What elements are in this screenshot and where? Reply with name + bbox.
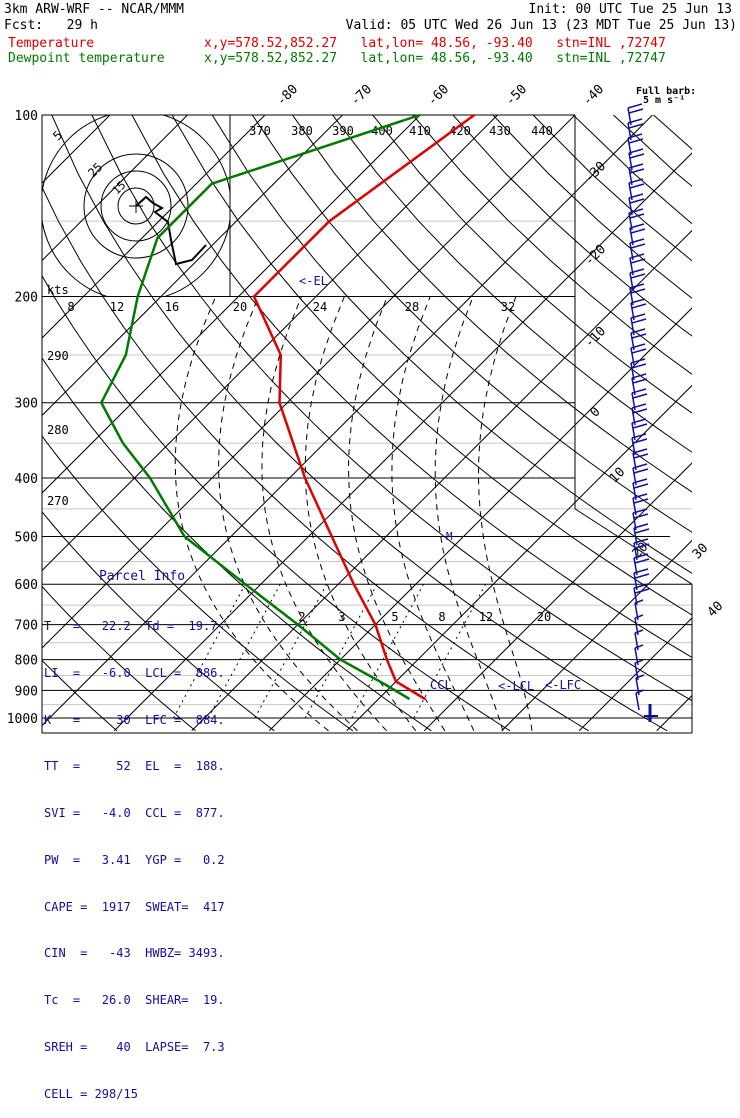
parcel-info-row: CAPE = 1917 SWEAT= 417 (44, 900, 240, 916)
isotherm-line (269, 115, 740, 731)
parcel-info-row: TT = 52 EL = 188. (44, 759, 240, 775)
isotherm-label: -10 (582, 324, 609, 351)
moist-adiabat-line (392, 297, 474, 731)
barb-legend-units: 5 m s⁻¹ (643, 95, 685, 106)
hodograph-speed-label: 28 (405, 300, 419, 314)
hodograph-speed-label: 16 (165, 300, 179, 314)
theta-label: 440 (531, 124, 553, 138)
pressure-label: 900 (15, 684, 38, 699)
theta-label: 410 (409, 124, 431, 138)
dry-adiabat-line (654, 115, 740, 731)
el-annotation: <-EL (299, 274, 328, 288)
isotherm-line (424, 115, 740, 731)
parcel-info-title: Parcel Info (44, 569, 240, 585)
isotherm-label: -40 (580, 82, 607, 109)
theta-label: 390 (332, 124, 354, 138)
m-annotation: M (446, 530, 453, 543)
hodograph-units-label: kts (47, 283, 69, 297)
hodograph-speed-label: 8 (67, 300, 74, 314)
theta-left-label: 280 (47, 423, 69, 437)
mixing-ratio-line (255, 584, 327, 718)
parcel-info-row: Tc = 26.0 SHEAR= 19. (44, 993, 240, 1009)
wind-barb-flag (630, 154, 644, 158)
isotherm-label: 30 (690, 541, 712, 563)
isotherm-line (734, 115, 740, 731)
parcel-info-row: CELL = 298/15 (44, 1087, 240, 1103)
wind-barb-flag (634, 524, 648, 528)
theta-label: 370 (249, 124, 271, 138)
dry-adiabat-line (573, 115, 740, 731)
wind-barb-flag (631, 299, 645, 303)
mixing-ratio-line (305, 584, 377, 718)
parcel-info-row: PW = 3.41 YGP = 0.2 (44, 853, 240, 869)
moist-adiabat-line (349, 297, 445, 731)
parcel-info-row: SREH = 40 LAPSE= 7.3 (44, 1040, 240, 1056)
pressure-label: 600 (15, 578, 38, 593)
pressure-label: 800 (15, 654, 38, 669)
isotherm-label: -60 (425, 82, 452, 109)
hodograph-speed-label: 12 (110, 300, 124, 314)
dry-adiabat-line (333, 115, 740, 731)
wind-barb-flag (630, 224, 644, 228)
mixing-ratio-label: 3 (338, 610, 345, 624)
moist-adiabat-line (435, 297, 503, 731)
mixing-ratio-label: 2 (298, 610, 305, 624)
wind-barb-flag (629, 149, 643, 153)
dry-adiabat-line (373, 115, 740, 731)
pressure-label: 700 (15, 619, 38, 634)
pressure-label: 500 (15, 530, 38, 545)
parcel-info-panel: Parcel Info T = 22.2 Td = 19.7 LI = -6.0… (44, 538, 240, 1118)
wind-barb-shaft (636, 693, 639, 710)
parcel-info-row: CIN = -43 HWBZ= 3493. (44, 946, 240, 962)
isotherm-label: 0 (587, 404, 603, 420)
mixing-ratio-label: 12 (479, 610, 493, 624)
wind-barb-flag (633, 379, 647, 383)
isotherm-label: -20 (582, 242, 609, 269)
pressure-label: 200 (15, 291, 38, 306)
wind-barb-flag (629, 109, 643, 113)
hodograph-speed-label: 24 (313, 300, 327, 314)
wind-barb-flag (635, 615, 643, 618)
lcl-annotation: <-LCL (498, 679, 534, 693)
pressure-label: 1000 (7, 712, 38, 727)
isotherm-line (0, 115, 33, 731)
wind-barb-flag (628, 104, 642, 108)
pressure-label: 400 (15, 472, 38, 487)
wind-barb-flag (632, 304, 646, 308)
theta-label: 430 (489, 124, 511, 138)
hodograph-ring-label: 25 (85, 160, 105, 180)
pressure-label: 100 (15, 109, 38, 124)
wind-barb-flag (635, 645, 643, 648)
wind-barb-flag (635, 630, 643, 633)
hodograph-speed-label: 32 (501, 300, 515, 314)
mixing-ratio-label: 8 (438, 610, 445, 624)
wind-barb-flag (635, 529, 649, 533)
theta-left-label: 270 (47, 494, 69, 508)
theta-label: 380 (291, 124, 313, 138)
theta-left-label: 290 (47, 349, 69, 363)
ccl-annotation: CCL (430, 678, 452, 692)
wind-barb-flag (631, 229, 645, 233)
isotherm-label: -50 (503, 82, 530, 109)
parcel-info-row: T = 22.2 Td = 19.7 (44, 619, 240, 635)
isotherm-label: -80 (274, 82, 301, 109)
dry-adiabat-line (493, 115, 740, 731)
parcel-info-row: K = 30 LFC = 884. (44, 713, 240, 729)
isotherm-label: 40 (705, 599, 727, 621)
wind-barb-flag (635, 660, 643, 663)
mixing-ratio-label: 5 (391, 610, 398, 624)
hodograph-speed-label: 20 (233, 300, 247, 314)
mixing-ratio-line (352, 584, 424, 718)
isotherm-label: -70 (348, 82, 375, 109)
isotherm-label: 20 (630, 540, 652, 562)
pressure-label: 300 (15, 397, 38, 412)
parcel-info-row: SVI = -4.0 CCL = 877. (44, 806, 240, 822)
lfc-annotation: <-LFC (545, 678, 581, 692)
mixing-ratio-label: 20 (537, 610, 551, 624)
isotherm-line (657, 115, 740, 731)
parcel-info-row: LI = -6.0 LCL = 886. (44, 666, 240, 682)
wind-barb-flag (633, 449, 647, 453)
